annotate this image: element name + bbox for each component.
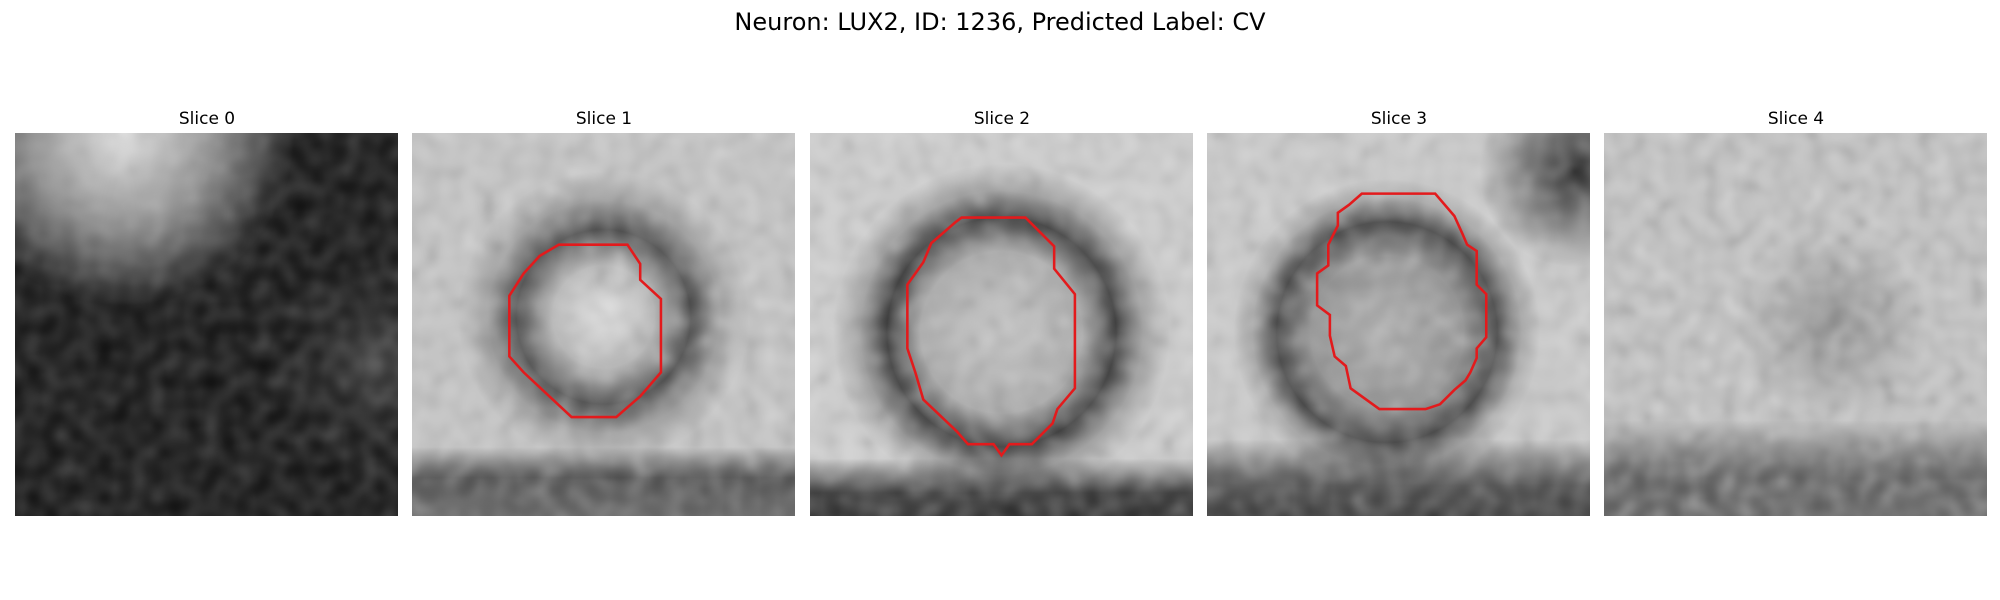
slice-panel-4: Slice 4 [1604,107,1988,516]
roi-contour-3 [1315,192,1488,411]
slice-panel-1: Slice 1 [412,107,796,516]
slice-panel-0: Slice 0 [15,107,399,516]
slice-image-3 [1207,133,1590,516]
slice-image-0 [15,133,398,516]
slice-panel-3: Slice 3 [1207,107,1591,516]
slice-image-4 [1604,133,1987,516]
slice-image-1 [412,133,795,516]
slice-title-2: Slice 2 [973,109,1031,129]
figure-title: Neuron: LUX2, ID: 1236, Predicted Label:… [734,8,1266,36]
slice-title-3: Slice 3 [1370,109,1428,129]
roi-contour-1 [508,243,663,419]
slice-title-4: Slice 4 [1767,109,1825,129]
roi-contour-2 [906,216,1077,458]
slice-title-1: Slice 1 [575,109,633,129]
slice-panel-2: Slice 2 [810,107,1194,516]
slice-title-0: Slice 0 [178,109,236,129]
slice-image-2 [810,133,1193,516]
